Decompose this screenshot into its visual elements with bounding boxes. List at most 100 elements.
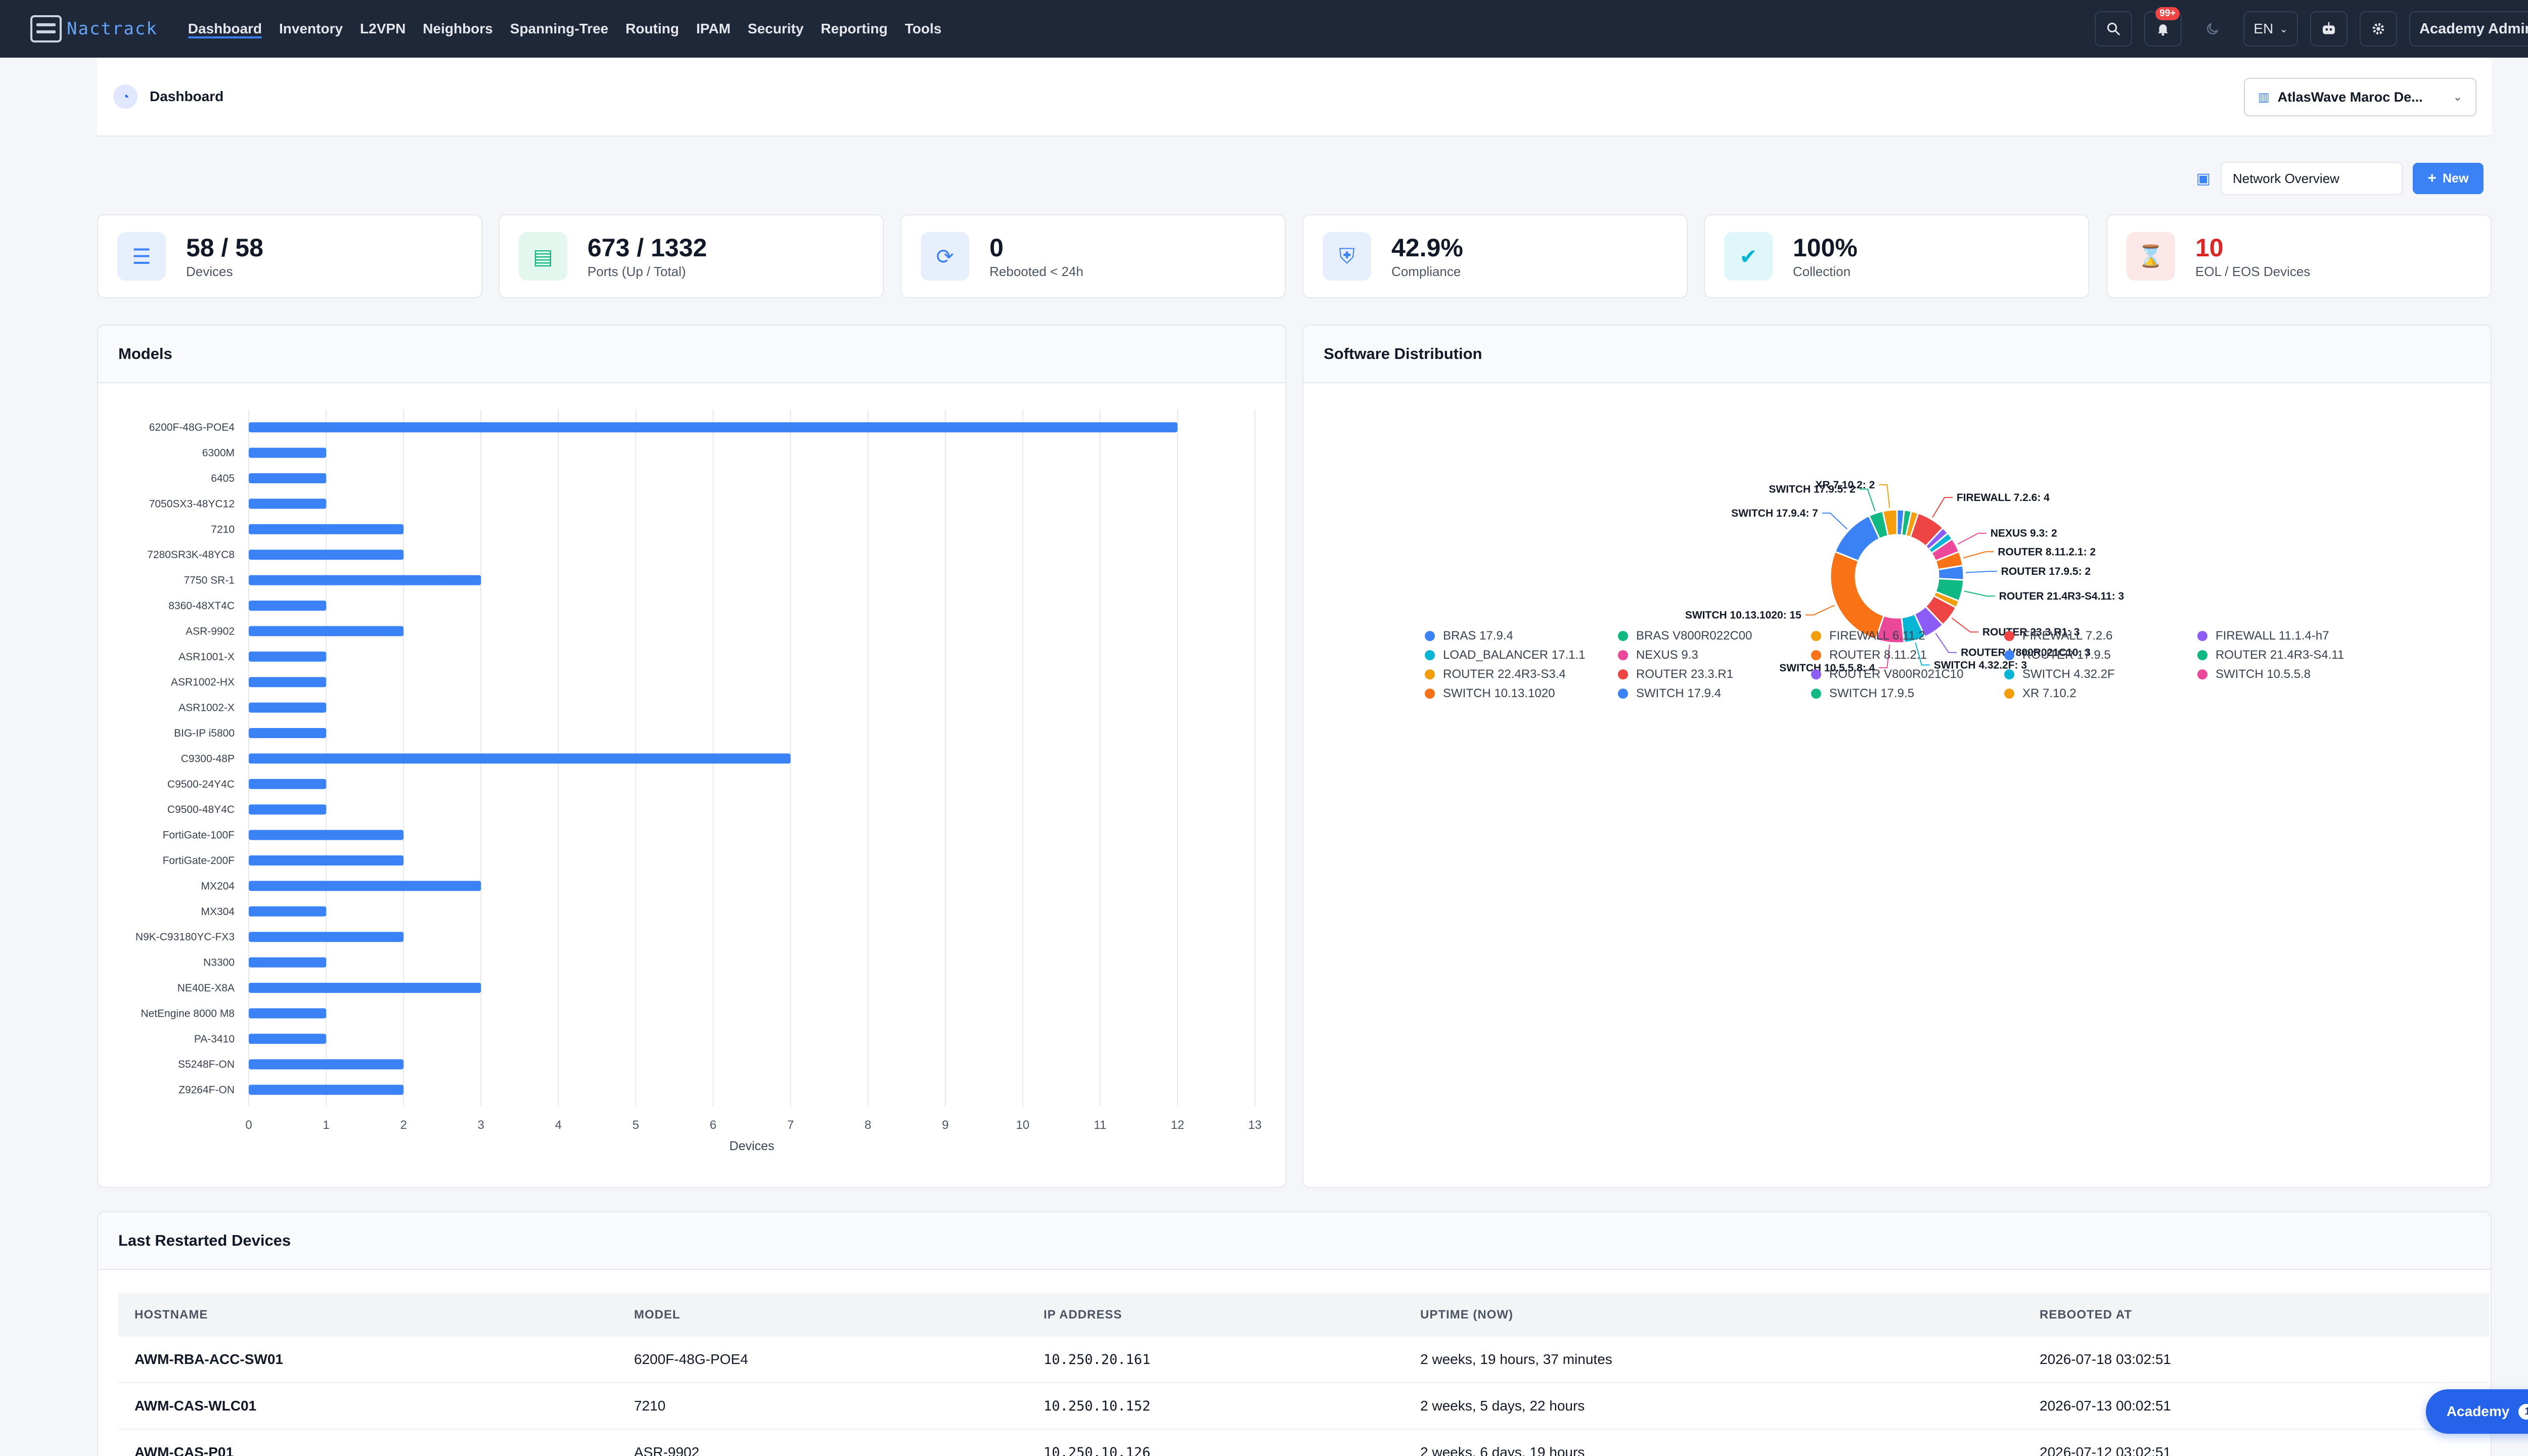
- user-menu[interactable]: Academy Admin ⌄: [2409, 11, 2528, 47]
- stat-card-compliance[interactable]: ⛨ 42.9% Compliance: [1302, 214, 1688, 298]
- language-select[interactable]: EN ⌄: [2243, 11, 2298, 47]
- callout-label: SWITCH 4.32.2F: 3: [1934, 659, 2027, 671]
- stat-card-rebooted-24h[interactable]: ⟳ 0 Rebooted < 24h: [900, 214, 1286, 298]
- bar-big-ip-i5800: [249, 728, 327, 738]
- dashboard-select[interactable]: Network Overview: [2221, 162, 2403, 195]
- legend-item[interactable]: FIREWALL 11.1.4-h7: [2197, 629, 2390, 643]
- nav-item-inventory[interactable]: Inventory: [279, 21, 343, 36]
- stat-value: 42.9%: [1391, 233, 1463, 262]
- slice-switch-10-13-1020: [1829, 551, 1885, 641]
- legend-item[interactable]: SWITCH 17.9.4: [1618, 687, 1811, 701]
- theme-toggle-button[interactable]: [2194, 11, 2231, 47]
- legend-item[interactable]: SWITCH 17.9.5: [1811, 687, 2004, 701]
- y-category-label: C9300-48P: [181, 753, 235, 764]
- legend-swatch: [2004, 631, 2014, 641]
- bar-pa-3410: [249, 1033, 327, 1044]
- cell-hostname[interactable]: AWM-CAS-WLC01: [134, 1398, 257, 1414]
- nav-item-ipam[interactable]: IPAM: [696, 21, 731, 36]
- nav-item-spanning-tree[interactable]: Spanning-Tree: [510, 21, 609, 36]
- y-category-label: 7750 SR-1: [184, 575, 235, 586]
- legend-item[interactable]: NEXUS 9.3: [1618, 648, 1811, 662]
- callout-leader: [1957, 532, 1987, 545]
- brand-name: Nactrack: [67, 19, 158, 39]
- nav-item-l2vpn[interactable]: L2VPN: [360, 21, 406, 36]
- stat-label: EOL / EOS Devices: [2195, 263, 2311, 279]
- table-row[interactable]: AWM-CAS-WLC01 7210 10.250.10.152 2 weeks…: [118, 1383, 2490, 1430]
- callout-label: NEXUS 9.3: 2: [1991, 528, 2057, 539]
- settings-button[interactable]: [2360, 11, 2398, 47]
- legend-item[interactable]: FIREWALL 6.11.2: [1811, 629, 2004, 643]
- notifications-button[interactable]: 99+: [2144, 7, 2182, 47]
- legend-item[interactable]: ROUTER 22.4R3-S3.4: [1425, 667, 1618, 681]
- legend-item[interactable]: ROUTER 23.3.R1: [1618, 667, 1811, 681]
- legend-item[interactable]: SWITCH 10.13.1020: [1425, 687, 1618, 701]
- nav-item-security[interactable]: Security: [747, 21, 804, 36]
- legend-item[interactable]: SWITCH 4.32.2F: [2004, 667, 2197, 681]
- bar-fortigate-200f: [249, 855, 404, 866]
- legend-swatch: [2197, 650, 2207, 660]
- page-header: ◔ Dashboard ▥ AtlasWave Maroc De... ⌄: [97, 58, 2492, 136]
- academy-button[interactable]: Academy 1/7: [2426, 1389, 2528, 1434]
- table-row[interactable]: AWM-CAS-P01 ASR-9902 10.250.10.126 2 wee…: [118, 1430, 2490, 1456]
- legend-label: BRAS V800R022C00: [1636, 629, 1752, 643]
- stat-card-collection[interactable]: ✔ 100% Collection: [1704, 214, 2089, 298]
- legend-item[interactable]: ROUTER 8.11.2.1: [1811, 648, 2004, 662]
- stat-card-ports-up-total[interactable]: ▤ 673 / 1332 Ports (Up / Total): [499, 214, 884, 298]
- table-row[interactable]: AWM-RBA-ACC-SW01 6200F-48G-POE4 10.250.2…: [118, 1337, 2490, 1383]
- column-uptime[interactable]: UPTIME (NOW): [1420, 1308, 1513, 1322]
- new-dashboard-button[interactable]: + New: [2413, 163, 2484, 194]
- column-model[interactable]: MODEL: [634, 1308, 681, 1322]
- bar-n3300: [249, 957, 327, 968]
- language-value: EN: [2253, 21, 2274, 36]
- cell-rebooted-at: 2026-07-12 03:02:51: [2040, 1444, 2171, 1456]
- legend-item[interactable]: BRAS V800R022C00: [1618, 629, 1811, 643]
- callout-leader: [1964, 590, 1995, 597]
- plus-icon: +: [2427, 170, 2437, 187]
- nav-item-tools[interactable]: Tools: [905, 21, 942, 36]
- legend-swatch: [1425, 669, 1435, 679]
- column-rebooted-at[interactable]: REBOOTED AT: [2040, 1308, 2132, 1322]
- legend-label: FIREWALL 11.1.4-h7: [2216, 629, 2329, 643]
- legend-item[interactable]: LOAD_BALANCER 17.1.1: [1425, 648, 1618, 662]
- legend-swatch: [1425, 689, 1435, 699]
- notification-count-badge: 99+: [2155, 7, 2180, 20]
- nav-item-reporting[interactable]: Reporting: [821, 21, 888, 36]
- column-hostname[interactable]: HOSTNAME: [134, 1308, 208, 1322]
- y-category-label: 6300M: [202, 447, 235, 459]
- legend-item[interactable]: ROUTER 17.9.5: [2004, 648, 2197, 662]
- assistant-button[interactable]: [2310, 11, 2348, 47]
- y-category-label: 7050SX3-48YC12: [149, 498, 235, 510]
- stat-card-eol-eos-devices[interactable]: ⌛ 10 EOL / EOS Devices: [2106, 214, 2492, 298]
- bar-ne40e-x8a: [249, 983, 481, 993]
- legend-item[interactable]: BRAS 17.9.4: [1425, 629, 1618, 643]
- legend-item[interactable]: SWITCH 10.5.5.8: [2197, 667, 2390, 681]
- y-category-label: C9500-48Y4C: [167, 804, 235, 815]
- legend-item[interactable]: FIREWALL 7.2.6: [2004, 629, 2197, 643]
- breadcrumb: Dashboard: [150, 88, 224, 104]
- nav-item-dashboard[interactable]: Dashboard: [188, 0, 262, 58]
- table-header: HOSTNAME MODEL IP ADDRESS UPTIME (NOW) R…: [118, 1293, 2490, 1337]
- brand-logo[interactable]: Nactrack: [30, 15, 158, 42]
- nav-item-neighbors[interactable]: Neighbors: [423, 21, 493, 36]
- nav-item-routing[interactable]: Routing: [625, 21, 679, 36]
- search-button[interactable]: [2095, 11, 2133, 47]
- bar-asr1001-x: [249, 651, 327, 662]
- legend-item[interactable]: ROUTER 21.4R3-S4.11: [2197, 648, 2390, 662]
- column-ip-address[interactable]: IP ADDRESS: [1044, 1308, 1122, 1322]
- legend-swatch: [2004, 650, 2014, 660]
- stat-card-devices[interactable]: ☰ 58 / 58 Devices: [97, 214, 482, 298]
- legend-swatch: [1618, 689, 1628, 699]
- bar-6405: [249, 473, 327, 483]
- legend-item[interactable]: ROUTER V800R021C10: [1811, 667, 2004, 681]
- legend-label: LOAD_BALANCER 17.1.1: [1443, 648, 1586, 662]
- cell-hostname[interactable]: AWM-CAS-P01: [134, 1444, 234, 1456]
- cell-model: 7210: [634, 1398, 666, 1414]
- tenant-select[interactable]: ▥ AtlasWave Maroc De... ⌄: [2244, 78, 2476, 116]
- bar-7050sx3-48yc12: [249, 498, 327, 509]
- stat-value: 58 / 58: [186, 233, 263, 262]
- legend-swatch: [2004, 669, 2014, 679]
- legend-item[interactable]: XR 7.10.2: [2004, 687, 2197, 701]
- x-tick-label: 9: [942, 1118, 949, 1132]
- y-category-label: ASR1001-X: [178, 651, 235, 663]
- cell-hostname[interactable]: AWM-RBA-ACC-SW01: [134, 1351, 283, 1367]
